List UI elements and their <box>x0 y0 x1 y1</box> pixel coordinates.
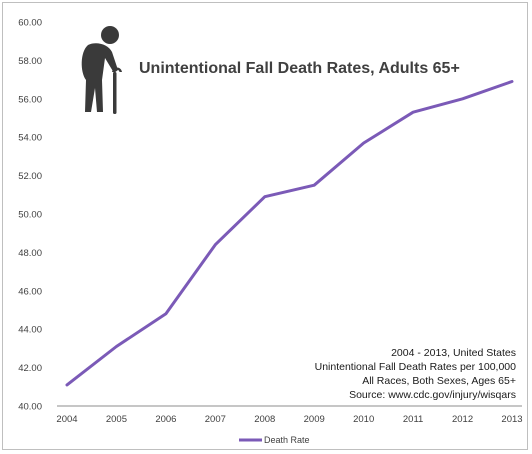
y-tick-label: 44.00 <box>18 325 42 336</box>
series-line-death-rate <box>67 82 512 385</box>
y-tick-label: 52.00 <box>18 171 42 182</box>
y-axis-ticks: 40.00 42.00 44.00 46.00 48.00 50.00 52.00 54.00… <box>18 18 42 413</box>
y-tick-label: 42.00 <box>18 363 42 374</box>
x-axis-ticks: 2004 2005 2006 2007 2008 2009 2010 2011 2012 2013 <box>56 414 522 425</box>
x-tick-label: 2005 <box>106 414 127 425</box>
y-tick-label: 46.00 <box>18 286 42 297</box>
y-tick-label: 58.00 <box>18 56 42 67</box>
x-tick-label: 2008 <box>254 414 275 425</box>
legend: Death Rate <box>239 435 310 445</box>
x-tick-label: 2009 <box>304 414 325 425</box>
x-tick-label: 2012 <box>452 414 473 425</box>
x-tick-label: 2010 <box>353 414 374 425</box>
annotation-line-4: Source: www.cdc.gov/injury/wisqars <box>349 389 516 401</box>
y-tick-label: 54.00 <box>18 133 42 144</box>
annotation-line-1: 2004 - 2013, United States <box>391 347 516 359</box>
chart-annotation: 2004 - 2013, United States Unintentional… <box>315 347 517 401</box>
chart-title: Unintentional Fall Death Rates, Adults 6… <box>139 60 460 77</box>
y-tick-label: 48.00 <box>18 248 42 259</box>
y-tick-label: 40.00 <box>18 402 42 413</box>
y-tick-label: 60.00 <box>18 18 42 29</box>
y-tick-label: 50.00 <box>18 210 42 221</box>
legend-label-death-rate: Death Rate <box>264 435 310 445</box>
x-tick-label: 2011 <box>403 414 423 425</box>
elderly-person-with-cane-icon <box>82 26 122 114</box>
annotation-line-2: Unintentional Fall Death Rates per 100,0… <box>315 361 517 373</box>
annotation-line-3: All Races, Both Sexes, Ages 65+ <box>362 375 516 387</box>
y-tick-label: 56.00 <box>18 94 42 105</box>
x-tick-label: 2006 <box>155 414 176 425</box>
x-tick-label: 2007 <box>205 414 226 425</box>
x-tick-label: 2004 <box>56 414 77 425</box>
x-tick-label: 2013 <box>501 414 522 425</box>
